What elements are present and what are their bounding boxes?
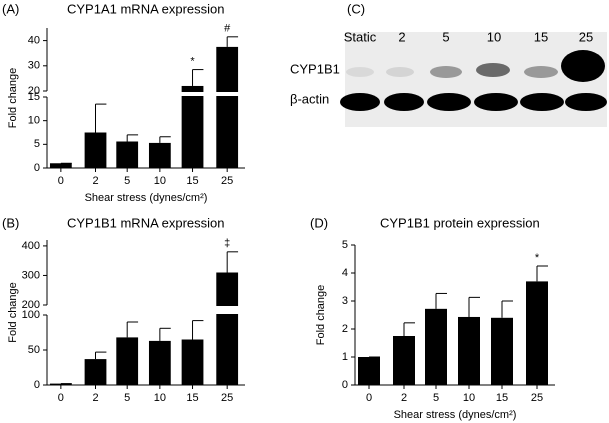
y-tick-label: 2 [342, 323, 348, 335]
y-axis-label: Fold change [315, 285, 327, 346]
y-tick-label: 400 [22, 240, 40, 252]
x-tick-label: 10 [154, 175, 166, 187]
x-tick-label: 25 [221, 175, 233, 187]
axis-break [41, 92, 245, 96]
bar [148, 340, 171, 385]
panel-label: (B) [2, 215, 19, 230]
y-tick-label: 20 [28, 85, 40, 97]
y-tick-label: 3 [342, 295, 348, 307]
bar [181, 339, 204, 385]
annotation: * [535, 252, 540, 264]
bar [181, 85, 204, 168]
y-tick-label: 4 [342, 267, 348, 279]
bar [393, 336, 415, 385]
lane-label: 15 [534, 29, 548, 44]
annotation: ‡ [224, 238, 230, 250]
lane-label: 25 [579, 29, 593, 44]
x-axis-label: Shear stress (dynes/cm²) [85, 192, 208, 204]
y-tick-label: 0 [342, 379, 348, 391]
lane-label: Static [344, 29, 377, 44]
bar [116, 141, 139, 168]
bar [491, 317, 513, 385]
x-tick-label: 2 [92, 175, 98, 187]
bar [84, 132, 107, 168]
row-label: β-actin [290, 91, 329, 106]
x-tick-label: 2 [401, 392, 407, 404]
bar [84, 359, 107, 385]
x-tick-label: 15 [186, 392, 198, 404]
x-tick-label: 5 [124, 175, 130, 187]
y-tick-label: 0 [34, 379, 40, 391]
x-tick-label: 0 [58, 392, 64, 404]
y-tick-label: 100 [22, 309, 40, 321]
y-tick-label: 10 [28, 115, 40, 127]
row-label: CYP1B1 [290, 61, 340, 76]
lane-label: 2 [398, 29, 405, 44]
bar [216, 272, 239, 385]
x-tick-label: 25 [221, 392, 233, 404]
chart-title: CYP1B1 protein expression [380, 215, 540, 230]
y-tick-label: 15 [28, 91, 40, 103]
y-tick-label: 300 [22, 269, 40, 281]
x-tick-label: 10 [154, 392, 166, 404]
annotation: # [224, 23, 231, 35]
x-tick-label: 0 [366, 392, 372, 404]
cyp1b1-bands [346, 50, 605, 82]
y-tick-label: 1 [342, 351, 348, 363]
chart-title: CYP1B1 mRNA expression [67, 215, 225, 230]
bar [358, 357, 380, 385]
panel-label: (D) [310, 215, 328, 230]
actin-bands [340, 93, 607, 111]
x-tick-label: 2 [92, 392, 98, 404]
x-axis-label: Shear stress (dynes/cm²) [394, 409, 517, 421]
x-tick-label: 10 [463, 392, 475, 404]
bar [216, 46, 239, 168]
axis-break [41, 306, 245, 314]
panel-label: (C) [347, 1, 365, 16]
bar [116, 337, 139, 385]
bar [49, 163, 72, 168]
bar [148, 142, 171, 168]
x-tick-label: 5 [433, 392, 439, 404]
x-tick-label: 5 [124, 392, 130, 404]
y-tick-label: 0 [34, 162, 40, 174]
bar [49, 383, 72, 385]
bar [425, 308, 447, 385]
x-tick-label: 0 [58, 175, 64, 187]
lane-label: 5 [442, 29, 449, 44]
y-tick-label: 30 [28, 60, 40, 72]
x-tick-label: 15 [496, 392, 508, 404]
y-tick-label: 200 [22, 299, 40, 311]
y-tick-label: 5 [34, 138, 40, 150]
y-axis-label: Fold change [7, 68, 19, 129]
panel-label: (A) [2, 1, 19, 16]
annotation: * [190, 55, 195, 67]
blot-background [345, 32, 607, 127]
bar [526, 281, 548, 385]
lane-label: 10 [487, 29, 501, 44]
chart-title: CYP1A1 mRNA expression [67, 1, 225, 16]
chart-panel: (D) CYP1B1 protein expression Fold change S… [310, 215, 555, 421]
x-tick-label: 25 [531, 392, 543, 404]
y-tick-label: 5 [342, 239, 348, 251]
chart-panel: (A) CYP1A1 mRNA expression Fold change Shea… [2, 1, 245, 204]
y-tick-label: 50 [28, 344, 40, 356]
bar [458, 316, 480, 385]
y-axis-label: Fold change [7, 282, 19, 343]
y-tick-label: 40 [28, 35, 40, 47]
x-tick-label: 15 [186, 175, 198, 187]
